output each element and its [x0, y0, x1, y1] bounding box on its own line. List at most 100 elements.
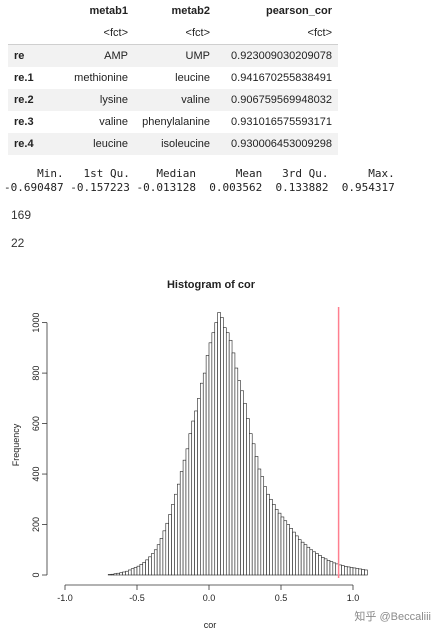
- result-table: metab1 metab2 pearson_cor <fct> <fct> <f…: [8, 0, 338, 155]
- histogram-bar: [329, 561, 334, 576]
- histogram-bar: [110, 573, 115, 576]
- histogram-bar: [179, 471, 184, 576]
- x-tick-label: 1.0: [347, 593, 360, 603]
- histogram-bar: [297, 539, 302, 576]
- cell-pearson-cor: 0.930006453009298: [216, 133, 338, 155]
- histogram-bar: [341, 565, 345, 576]
- histogram-bar: [277, 512, 282, 576]
- histogram-bar: [136, 565, 141, 576]
- histogram-bar: [142, 562, 146, 576]
- histogram-bar: [344, 566, 348, 576]
- cell-metab1: AMP: [64, 44, 134, 67]
- histogram-bar: [113, 573, 118, 576]
- histogram-bar: [266, 493, 270, 576]
- y-axis-label: Frequency: [11, 423, 21, 466]
- x-axis-label: cor: [204, 620, 217, 630]
- histogram-bar: [122, 571, 126, 576]
- histogram-bar: [332, 562, 337, 576]
- x-tick-label: -0.5: [129, 593, 145, 603]
- histogram-bar: [191, 420, 195, 576]
- y-tick-label: 1000: [31, 313, 41, 333]
- histogram-bar: [145, 559, 149, 576]
- histogram-bar: [280, 516, 285, 576]
- histogram-bar: [151, 553, 155, 576]
- table-type-row: <fct> <fct> <fct>: [8, 22, 338, 45]
- histogram-bar: [295, 535, 299, 576]
- table-header-row: metab1 metab2 pearson_cor: [8, 0, 338, 22]
- histogram-bar: [220, 317, 224, 576]
- histogram-bar: [321, 557, 325, 576]
- histogram-bar: [364, 569, 368, 576]
- cell-pearson-cor: 0.931016575593171: [231, 116, 332, 128]
- histogram-bar: [349, 567, 354, 576]
- x-axis: -1.0 -0.5 0.0 0.5 1.0: [57, 584, 360, 603]
- table-row: re AMP UMP 0.923009030209078: [8, 44, 338, 67]
- column-type-metab1: <fct>: [64, 22, 134, 45]
- histogram-bar: [168, 514, 172, 576]
- y-tick-label: 0: [31, 572, 41, 577]
- row-name: re.2: [8, 89, 64, 111]
- x-tick-label: 0.5: [275, 593, 288, 603]
- cell-metab1: valine: [99, 116, 128, 128]
- histogram-bar: [165, 522, 169, 576]
- y-tick-label: 400: [31, 467, 41, 482]
- cell-metab2: isoleucine: [134, 133, 216, 155]
- histogram-bar: [346, 566, 351, 576]
- table-row: re.3 valine phenylalanine 0.931016575593…: [8, 111, 338, 133]
- y-tick-label: 800: [31, 366, 41, 381]
- y-axis: 0 200 400 600 800 1000: [31, 313, 48, 578]
- histogram-bar: [159, 538, 164, 576]
- histogram-bar: [208, 342, 213, 576]
- histogram-bar: [162, 530, 167, 576]
- histogram-bar: [254, 456, 259, 576]
- cell-metab2: phenylalanine: [142, 116, 210, 128]
- cell-metab1: methionine: [74, 72, 128, 84]
- histogram-bar: [139, 564, 144, 576]
- histogram-bar: [128, 569, 132, 576]
- histogram-bar: [355, 568, 360, 576]
- histogram-bar: [260, 476, 265, 576]
- histogram-bar: [257, 468, 262, 576]
- histogram-bar: [352, 567, 357, 576]
- cell-pearson-cor: 0.906759569948032: [216, 89, 338, 111]
- histogram-bar: [272, 504, 276, 576]
- histogram-bar: [223, 327, 227, 576]
- column-header-metab2: metab2: [171, 5, 210, 17]
- histogram-chart: Histogram of cor -1.0 -0.5 0.0 0.5 1.0 0 200 4…: [11, 279, 431, 630]
- output-line: 22: [11, 236, 25, 250]
- histogram-bar: [303, 544, 308, 576]
- histogram-bar: [315, 553, 319, 576]
- x-tick-label: -1.0: [57, 593, 73, 603]
- column-type-pearson-cor: <fct>: [216, 22, 338, 45]
- histogram-bar: [237, 380, 241, 576]
- row-name: re.1: [14, 72, 34, 84]
- histogram-bar: [289, 528, 293, 576]
- histogram-bar: [274, 509, 279, 576]
- histogram-bar: [358, 568, 362, 576]
- histogram-bar: [263, 486, 267, 576]
- histogram-bar: [240, 390, 244, 576]
- histogram-bar: [107, 574, 112, 576]
- histogram-bar: [130, 568, 135, 576]
- histogram-bar: [312, 551, 316, 576]
- cell-metab2: leucine: [175, 72, 210, 84]
- row-name: re: [8, 44, 64, 67]
- histogram-bar: [283, 520, 288, 576]
- histogram-bar: [228, 339, 233, 576]
- watermark: 知乎 @Beccaliii: [354, 609, 431, 623]
- histogram-bar: [246, 418, 250, 576]
- histogram-bar: [185, 448, 190, 576]
- histogram-bar: [318, 555, 322, 576]
- histogram-bar: [125, 570, 129, 576]
- histogram-bar: [156, 544, 161, 576]
- histogram-bar: [182, 459, 187, 576]
- y-tick-label: 600: [31, 416, 41, 431]
- histogram-bar: [217, 312, 221, 576]
- histogram-bar: [177, 483, 181, 576]
- histogram-bar: [292, 531, 296, 576]
- x-tick-label: 0.0: [203, 593, 216, 603]
- chart-title: Histogram of cor: [167, 279, 256, 291]
- histogram-bar: [202, 372, 207, 576]
- histogram-bar: [323, 558, 328, 576]
- histogram-bar: [171, 504, 175, 576]
